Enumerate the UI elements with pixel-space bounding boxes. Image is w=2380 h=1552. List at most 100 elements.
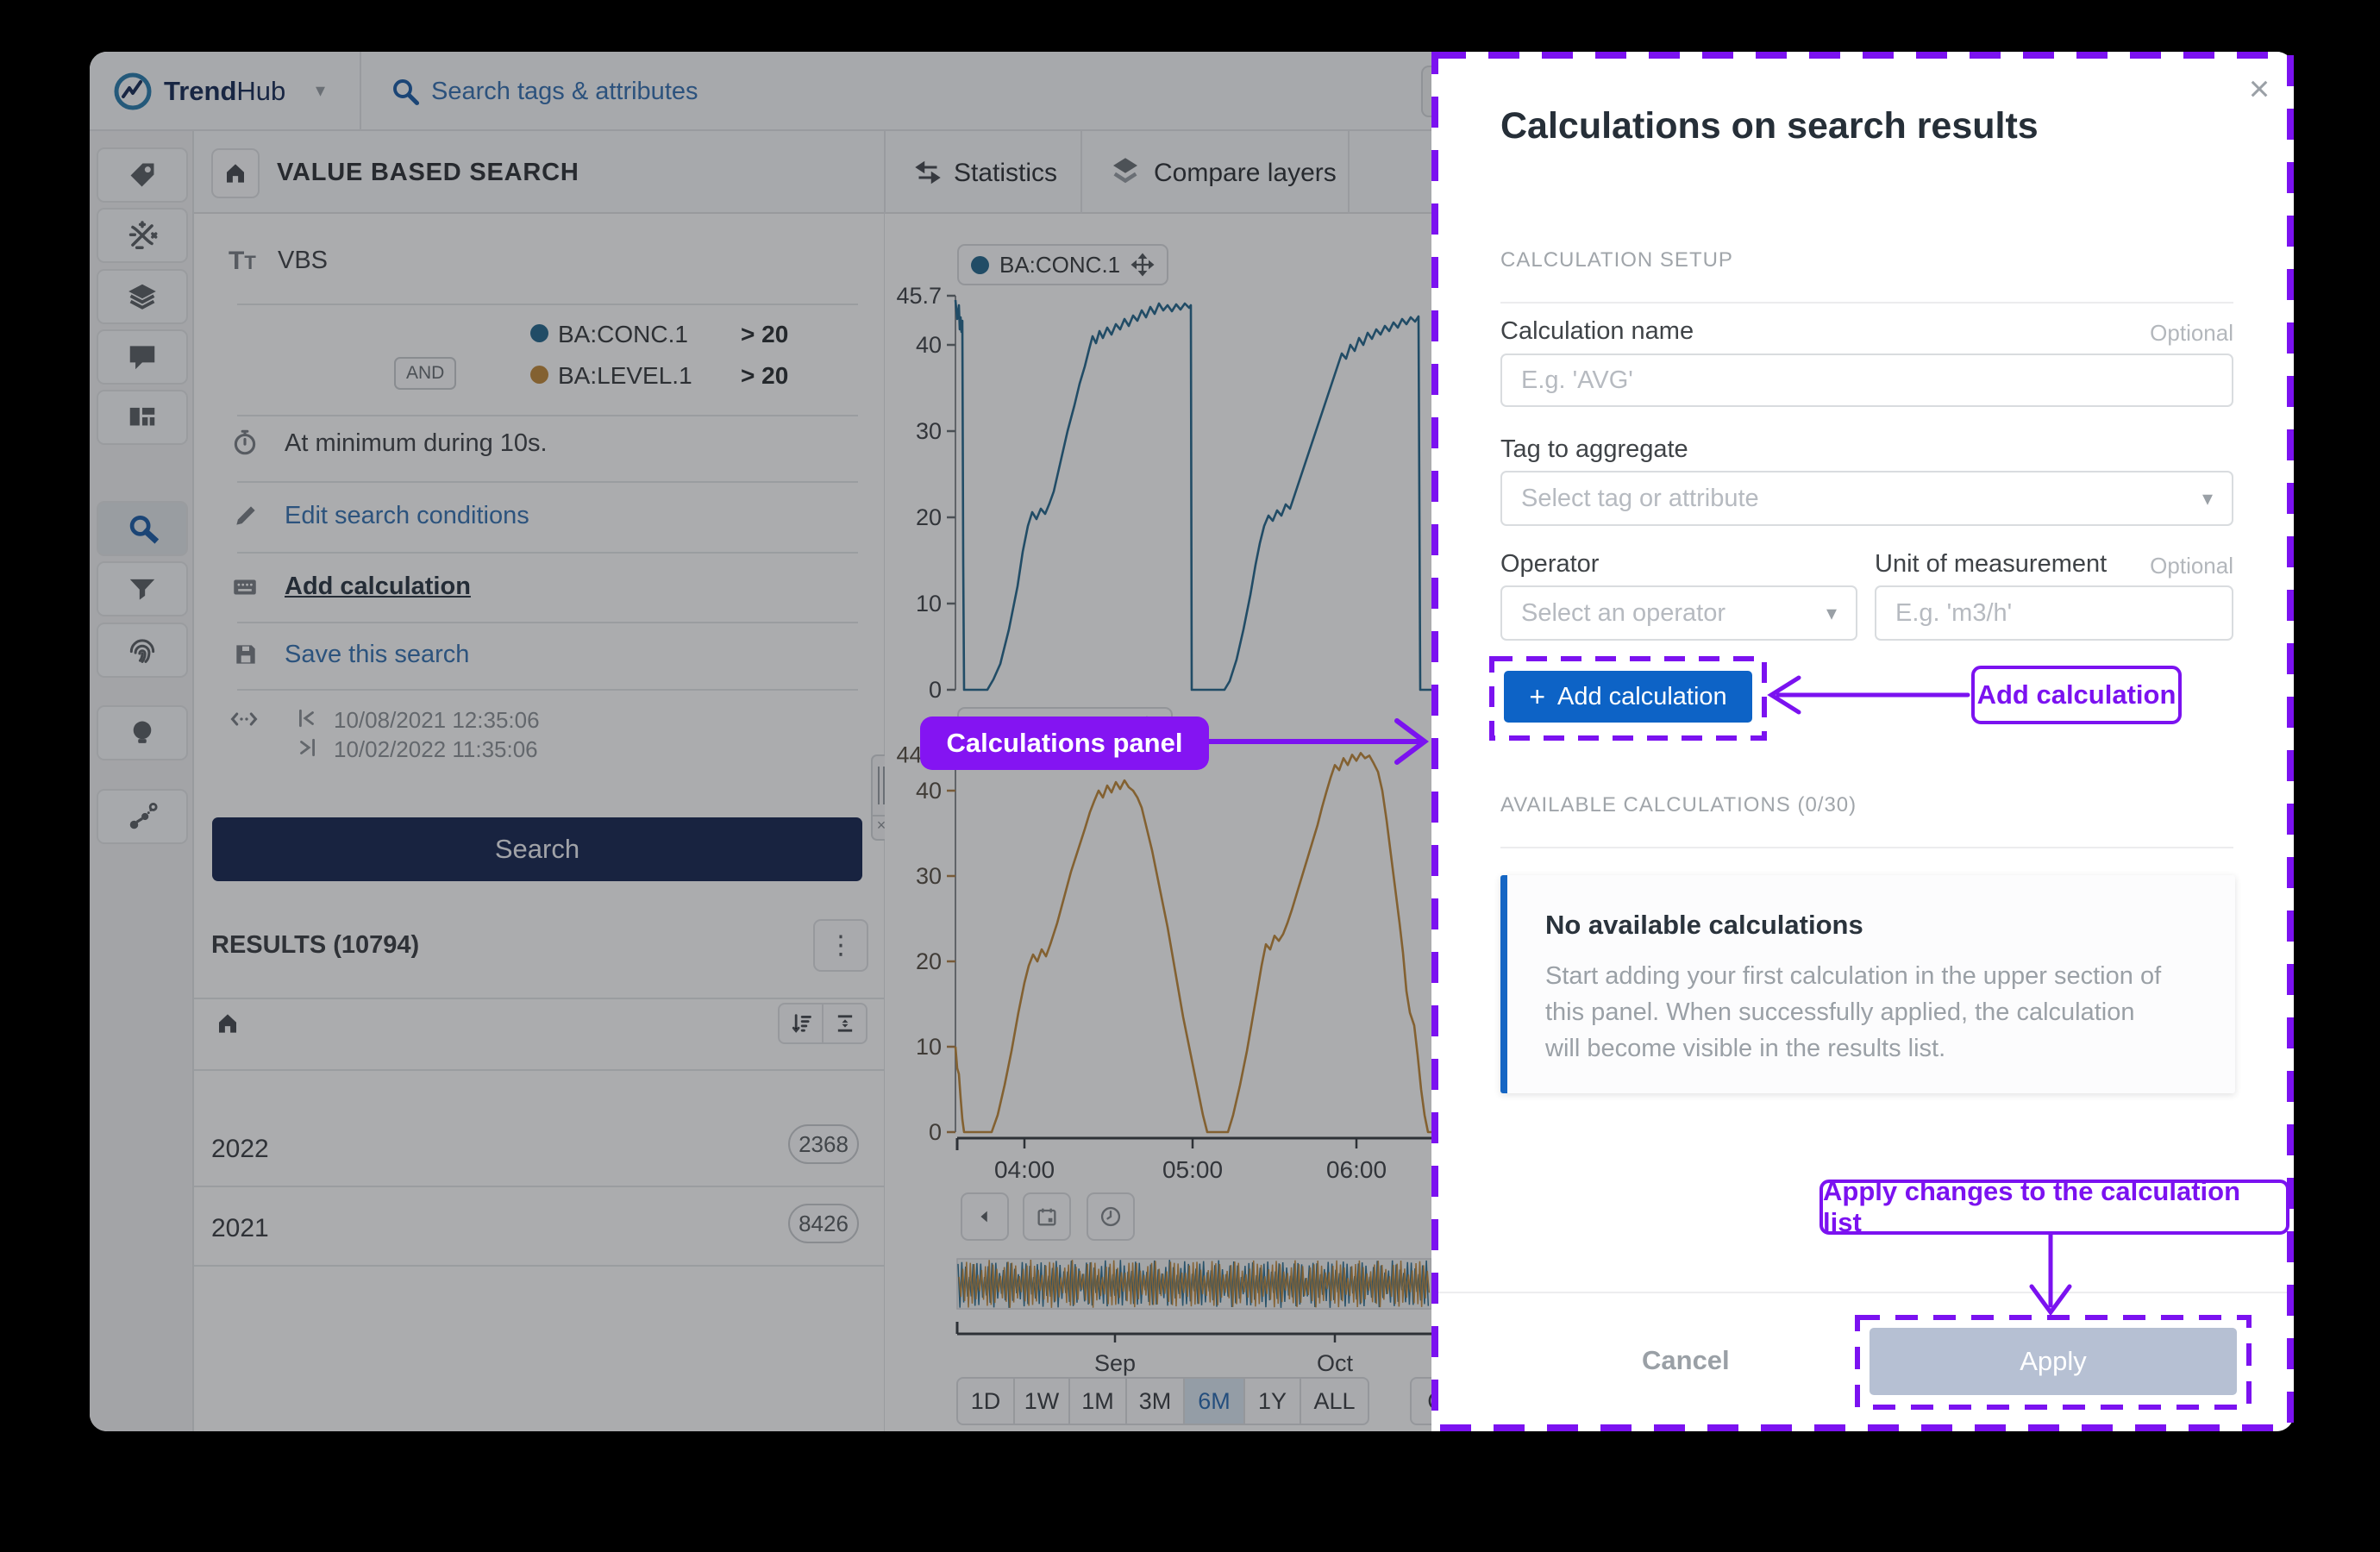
unit-input[interactable] [1875,585,2233,641]
time-to[interactable]: 10/02/2022 11:35:06 [334,736,538,762]
range-button-1D[interactable]: 1D [956,1377,1015,1425]
results-menu-button[interactable]: ⋮ [813,919,868,972]
rail-formulas-icon[interactable] [97,208,188,263]
rail-filter-icon[interactable] [97,561,188,616]
collapse-panel-icon[interactable]: × [876,817,886,834]
condition-2-color-dot [530,366,548,384]
condition-1-tag: BA:CONC.1 [558,321,688,347]
svg-text:30: 30 [916,863,942,889]
svg-text:04:00: 04:00 [994,1156,1055,1183]
move-icon[interactable] [1130,253,1155,277]
pencil-icon [236,506,255,525]
select-caret-icon: ▾ [2202,486,2213,510]
time-from[interactable]: 10/08/2021 12:35:06 [334,707,540,733]
add-calculation-button-label: Add calculation [1557,682,1727,710]
condition-joiner: AND [394,357,457,390]
topbar-divider [360,52,361,131]
plus-icon: + [1529,680,1545,712]
page-title: VALUE BASED SEARCH [277,159,579,186]
panel-header: VALUE BASED SEARCH [194,131,885,214]
legend-chip-conc[interactable]: BA:CONC.1 [957,244,1169,285]
cancel-button[interactable]: Cancel [1642,1345,1730,1375]
select-caret-icon: ▾ [1826,601,1837,625]
modal-close-button[interactable]: × [2248,68,2270,109]
calendar-button[interactable] [1023,1192,1071,1241]
brand-caret-icon[interactable]: ▾ [316,79,326,101]
condition-2-value: > 20 [741,362,789,389]
rail-layers-icon[interactable] [97,269,188,324]
svg-text:Sep: Sep [1094,1350,1136,1376]
text-format-icon: TT [229,247,256,275]
modal-title: Calculations on search results [1500,105,2039,147]
apply-button[interactable]: Apply [1870,1328,2237,1395]
rail-comments-icon[interactable] [97,329,188,385]
add-calculation-link[interactable]: Add calculation [285,573,471,600]
legend-series-name: BA:CONC.1 [999,251,1121,278]
tag-select[interactable]: Select tag or attribute ▾ [1500,471,2233,526]
save-this-search-link[interactable]: Save this search [285,641,470,668]
svg-text:10: 10 [916,591,942,616]
rail-insights-icon[interactable] [97,705,188,760]
range-button-ALL[interactable]: ALL [1300,1377,1369,1425]
rail-tag-icon[interactable] [97,147,188,203]
result-row-year[interactable]: 2022 [211,1135,269,1163]
available-section-label: AVAILABLE CALCULATIONS (0/30) [1500,793,1857,817]
legend-color-dot [971,255,989,274]
operator-label: Operator [1500,550,1600,578]
duration-text: At minimum during 10s. [285,429,548,457]
sort-descending-button[interactable] [778,1003,824,1044]
search-button[interactable]: Search [212,817,862,881]
clock-button[interactable] [1087,1192,1135,1241]
svg-text:05:00: 05:00 [1162,1156,1223,1183]
calculator-icon [234,579,256,595]
setup-section-label: CALCULATION SETUP [1500,248,1733,272]
tag-label: Tag to aggregate [1500,435,1688,463]
results-home-column-icon[interactable] [215,1011,241,1036]
trendhub-logo-icon [114,72,152,110]
home-button[interactable] [211,148,260,198]
result-row-count-badge: 8426 [788,1204,859,1243]
svg-text:40: 40 [916,778,942,804]
query-name[interactable]: VBS [278,247,329,274]
add-calculation-button[interactable]: + Add calculation [1504,671,1752,723]
rail-fingerprint-icon[interactable] [97,623,188,678]
range-button-3M[interactable]: 3M [1125,1377,1185,1425]
condition-1-value: > 20 [741,321,789,347]
range-button-1W[interactable]: 1W [1013,1377,1070,1425]
svg-text:20: 20 [916,948,942,974]
no-calculations-body: Start adding your first calculation in t… [1545,962,2162,1062]
skip-end-icon [300,738,315,757]
svg-text:06:00: 06:00 [1326,1156,1387,1183]
operator-select-value: Select an operator [1521,598,1726,627]
rail-dashboard-icon[interactable] [97,390,188,445]
edit-search-conditions-link[interactable]: Edit search conditions [285,502,529,529]
calculations-panel-callout: Calculations panel [920,717,1209,770]
collapse-rows-button[interactable] [822,1003,867,1044]
rail-search-icon[interactable] [97,501,188,556]
svg-text:10: 10 [916,1034,942,1060]
chart-area: 45.7 40 30 20 10 0 44.2 40 30 20 10 0 04:00 05:00 06:0… [885,214,1433,1431]
search-input[interactable]: Search tags & attributes [431,78,698,105]
stopwatch-icon [234,429,256,455]
kebab-icon: ⋮ [828,931,854,960]
svg-text:Oct: Oct [1317,1350,1354,1376]
operator-select[interactable]: Select an operator ▾ [1500,585,1857,641]
range-button-6M[interactable]: 6M [1183,1377,1245,1425]
no-calculations-title: No available calculations [1545,910,1863,940]
result-row-count-badge: 2368 [788,1124,859,1164]
result-row-year[interactable]: 2021 [211,1214,269,1242]
pan-back-button[interactable] [961,1192,1009,1241]
rail-ml-graph-icon[interactable] [97,789,188,844]
tab-statistics[interactable]: Statistics [954,159,1058,187]
no-calculations-card: No available calculations Start adding y… [1500,875,2235,1093]
svg-text:0: 0 [929,1119,942,1145]
calc-name-optional: Optional [2150,320,2233,346]
condition-2-tag: BA:LEVEL.1 [558,362,692,389]
unit-optional: Optional [2150,553,2233,579]
save-icon [236,645,255,664]
tab-compare-layers[interactable]: Compare layers [1154,159,1337,187]
brand-name[interactable]: TrendHub [164,76,286,106]
calc-name-input[interactable] [1500,354,2233,407]
